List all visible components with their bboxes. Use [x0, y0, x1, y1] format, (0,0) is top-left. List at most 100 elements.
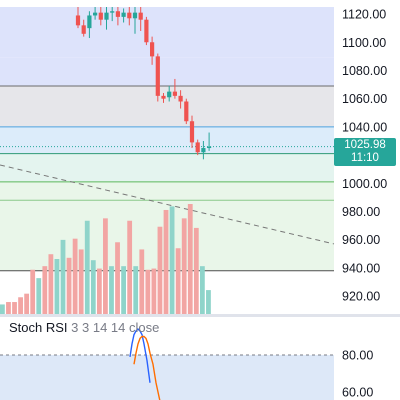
zone-3 [0, 126, 334, 154]
current-price-tag: 1025.98 11:10 [334, 138, 396, 166]
candle-body [150, 42, 155, 57]
price-tick-label: 980.00 [342, 205, 380, 219]
candle [150, 36, 155, 65]
volume-bar [187, 204, 193, 314]
price-tick-label: 1040.00 [342, 120, 387, 134]
candle [110, 7, 115, 22]
candle [161, 93, 166, 103]
candle [201, 140, 206, 160]
stoch-d-line [133, 335, 161, 400]
volume-bar [12, 302, 17, 314]
candle-body [81, 25, 86, 34]
volume-bar [0, 304, 5, 314]
stoch-tick-label: 80.00 [342, 349, 373, 363]
price-tick-label: 1100.00 [342, 36, 386, 50]
stoch-rsi-legend[interactable]: Stoch RSI 3 3 14 14 close [9, 320, 159, 335]
candle [195, 139, 200, 156]
candle [178, 90, 183, 109]
price-tick-label: 1060.00 [342, 92, 387, 106]
volume-bar [193, 227, 199, 314]
price-tick-label: 1000.00 [342, 177, 387, 191]
volume-bar [133, 266, 139, 314]
candle-body [75, 15, 81, 26]
volume-bar [84, 220, 90, 314]
candlesticks [75, 7, 212, 160]
candle-body [184, 101, 189, 122]
zone-1 [0, 57, 334, 86]
candle-body [178, 95, 183, 102]
candle-body [161, 95, 166, 99]
zone-0 [0, 7, 334, 58]
volume-bar [72, 238, 78, 314]
candle-body [104, 12, 109, 20]
candle [132, 7, 138, 34]
candle [155, 53, 160, 102]
volume-bar [157, 226, 163, 314]
volume-bar [36, 278, 42, 314]
candle [121, 8, 126, 23]
candle-body [207, 146, 212, 149]
candle-body [132, 12, 138, 19]
candle-body [98, 12, 103, 20]
candle [138, 7, 143, 31]
volume-bar [175, 248, 181, 314]
zone-5 [0, 181, 334, 201]
price-tick-label: 1120.00 [342, 8, 386, 22]
price-tick-label: 920.00 [342, 290, 380, 304]
volume-bar [66, 257, 72, 314]
volume-bar [30, 269, 36, 314]
volume-bar [163, 209, 169, 314]
pane-divider[interactable] [0, 314, 400, 317]
stoch-k-line [129, 328, 151, 383]
candle [207, 132, 212, 151]
candle-body [144, 19, 149, 43]
candle-body [121, 12, 126, 17]
volume-bar [78, 249, 84, 314]
volume-bar [96, 268, 102, 314]
volume-bar [115, 242, 120, 314]
volume-bar [90, 260, 96, 314]
trendline-dashed[interactable] [0, 164, 335, 245]
candle-body [195, 142, 200, 153]
candle-body [155, 56, 160, 96]
candle [98, 7, 103, 26]
volume-bar [127, 220, 133, 314]
candle [167, 85, 172, 102]
candle [93, 7, 98, 20]
volume-bar [6, 302, 11, 314]
volume-bar [24, 293, 30, 314]
volume-bar [109, 266, 114, 314]
candle [115, 7, 120, 26]
stoch-rsi-name: Stoch RSI [9, 320, 68, 335]
current-price-value: 1025.98 [344, 139, 386, 151]
volume-bar [54, 259, 60, 314]
candle [189, 115, 195, 149]
volume-bar [42, 266, 48, 314]
candle-body [189, 121, 195, 143]
stoch-tick-label: 60.00 [342, 386, 373, 400]
candle-body [201, 148, 206, 153]
candle [144, 16, 149, 46]
volume-bar [206, 290, 211, 314]
volume-bar [169, 206, 175, 314]
candle-body [93, 12, 98, 16]
volume-bars [0, 204, 211, 314]
candle [127, 7, 132, 26]
volume-bar [139, 249, 145, 314]
candle [184, 98, 189, 125]
volume-bar [145, 269, 151, 314]
price-tick-label: 940.00 [342, 261, 380, 275]
volume-bar [60, 239, 66, 314]
price-tick-label: 1080.00 [342, 64, 387, 78]
volume-bar [151, 268, 157, 314]
candle-body [138, 12, 143, 20]
pane-separator[interactable] [0, 314, 400, 317]
candle-body [110, 11, 115, 13]
candle-body [172, 91, 177, 96]
trendline [0, 164, 335, 245]
volume-bar [48, 254, 54, 314]
candle [75, 7, 81, 29]
price-axis[interactable]: 1120.00 1100.00 1080.00 1060.00 1040.00 1000.… [342, 8, 387, 304]
stoch-rsi-axis[interactable]: 80.00 60.00 [342, 349, 373, 400]
